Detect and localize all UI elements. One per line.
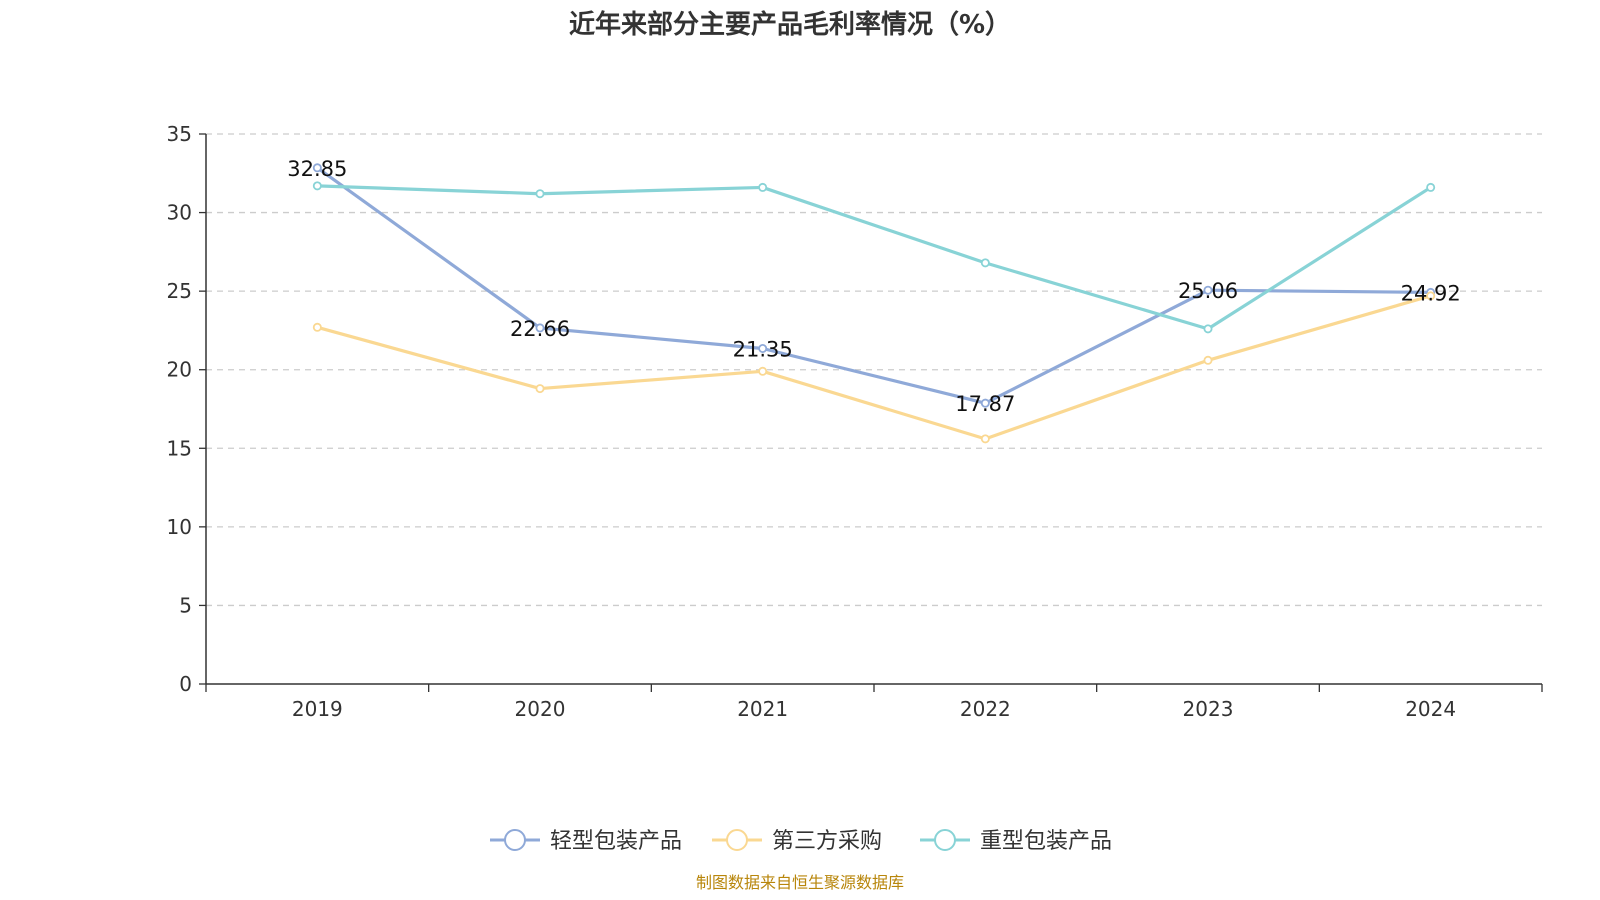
data-point bbox=[535, 189, 545, 199]
data-point bbox=[980, 398, 990, 408]
axes: 0 5 10 15 20 25 30 35 2019 2020 2021 2022 2023 2024 bbox=[167, 122, 1543, 721]
series-line bbox=[316, 166, 1431, 405]
legend-marker-circle bbox=[726, 829, 748, 851]
data-point bbox=[758, 366, 768, 376]
y-tick-label: 5 bbox=[179, 593, 192, 617]
data-label: 24.92 bbox=[1401, 281, 1461, 305]
data-point bbox=[535, 384, 545, 394]
data-label: 32.85 bbox=[287, 157, 347, 181]
data-labels: 32.85 22.66 21.35 17.87 25.06 24.92 bbox=[287, 157, 1460, 416]
data-point bbox=[1426, 291, 1436, 301]
data-label: 21.35 bbox=[733, 338, 793, 362]
y-tick-label: 20 bbox=[167, 358, 192, 382]
legend-item-label: 重型包装产品 bbox=[980, 829, 1112, 854]
y-tick-label: 15 bbox=[167, 436, 192, 460]
y-tick-label: 30 bbox=[167, 201, 192, 225]
data-point bbox=[535, 323, 545, 333]
y-tick-label: 10 bbox=[167, 515, 192, 539]
x-tick-label: 2019 bbox=[292, 697, 343, 721]
data-point bbox=[758, 343, 768, 353]
y-tick-label: 35 bbox=[167, 122, 192, 146]
y-tick-label: 0 bbox=[179, 672, 192, 696]
data-point bbox=[1426, 182, 1436, 192]
legend-marker-circle bbox=[504, 829, 526, 851]
series-layer bbox=[312, 163, 1436, 444]
data-point bbox=[312, 163, 322, 173]
grid-lines bbox=[206, 133, 1542, 607]
data-point bbox=[312, 181, 322, 191]
data-label: 17.87 bbox=[955, 392, 1015, 416]
x-tick-label: 2020 bbox=[515, 697, 566, 721]
x-tick-label: 2023 bbox=[1183, 697, 1234, 721]
data-point bbox=[1203, 285, 1213, 295]
data-point bbox=[1203, 355, 1213, 365]
legend-item-label: 轻型包装产品 bbox=[550, 829, 682, 854]
y-tick-label: 25 bbox=[167, 279, 192, 303]
legend-marker-circle bbox=[934, 829, 956, 851]
data-point bbox=[980, 434, 990, 444]
series-line bbox=[316, 294, 1432, 441]
data-point bbox=[312, 322, 322, 332]
series-line bbox=[317, 184, 1432, 331]
data-label: 22.66 bbox=[510, 317, 570, 341]
data-point bbox=[980, 258, 990, 268]
data-point bbox=[1203, 324, 1213, 334]
data-point bbox=[758, 182, 768, 192]
x-tick-label: 2022 bbox=[960, 697, 1011, 721]
data-label: 25.06 bbox=[1178, 279, 1238, 303]
x-tick-label: 2021 bbox=[737, 697, 788, 721]
legend-item-label: 第三方采购 bbox=[772, 829, 882, 854]
chart-title: 近年来部分主要产品毛利率情况（%） bbox=[569, 9, 1011, 40]
legend: 轻型包装产品 第三方采购 重型包装产品 bbox=[490, 829, 1112, 854]
x-tick-label: 2024 bbox=[1405, 697, 1456, 721]
source-note: 制图数据来自恒生聚源数据库 bbox=[696, 873, 904, 892]
